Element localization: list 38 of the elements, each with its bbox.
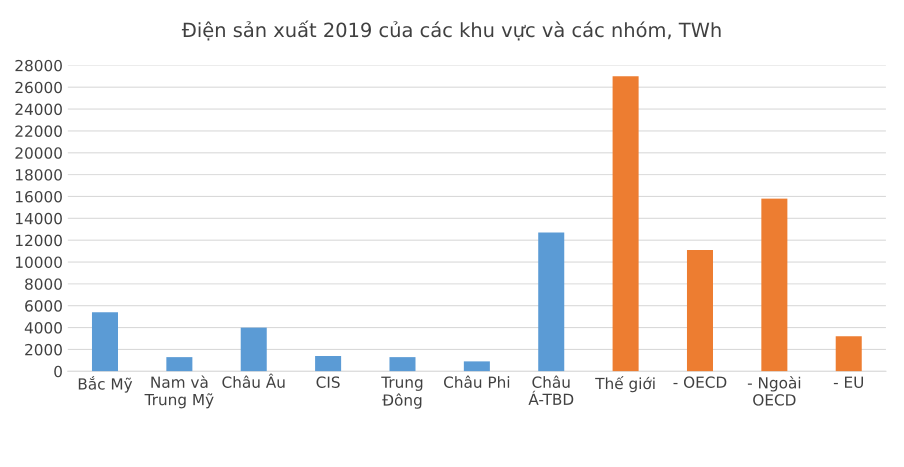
bar — [612, 76, 639, 372]
y-tick-label: 10000 — [16, 256, 62, 268]
x-tick-label: - EU — [834, 376, 864, 388]
bar — [92, 312, 118, 372]
y-tick-label: 4000 — [24, 322, 62, 334]
x-tick-label: Thế giới — [595, 376, 655, 392]
bar — [240, 328, 267, 372]
bar — [761, 198, 788, 372]
y-tick-label: 16000 — [16, 190, 62, 202]
x-tick-label: CIS — [316, 376, 340, 388]
bar — [464, 361, 490, 372]
bar — [315, 356, 342, 372]
bar — [686, 250, 713, 372]
y-tick-label: 2000 — [25, 344, 62, 356]
y-tick-label: 8000 — [25, 278, 62, 290]
y-tick-label: 24000 — [15, 104, 62, 116]
bar — [538, 232, 564, 372]
x-tick-label: Châu Âu — [222, 374, 285, 388]
y-tick-label: 26000 — [15, 82, 62, 94]
x-tick-label: Nam và Trung Mỹ — [144, 376, 214, 408]
y-tick-label: 0 — [54, 366, 62, 378]
x-tick-label: - OECD — [673, 376, 726, 388]
y-tick-label: 12000 — [16, 234, 62, 246]
chart-title: Điện sản xuất 2019 của các khu vực và các nhóm, TWh — [182, 20, 721, 41]
x-tick-label: - Ngoài OECD — [748, 376, 800, 406]
x-tick-label: Châu Á-TBD — [528, 376, 574, 405]
x-tick-label: Bắc Mỹ — [78, 376, 132, 393]
y-tick-label: 20000 — [15, 147, 62, 159]
x-tick-label: Trung Đông — [381, 376, 422, 409]
y-tick-label: 18000 — [16, 169, 62, 181]
x-tick-label: Châu Phi — [444, 376, 510, 388]
bar — [389, 357, 416, 372]
y-tick-label: 22000 — [15, 125, 62, 137]
y-tick-label: 6000 — [25, 300, 62, 312]
y-tick-label: 14000 — [16, 212, 62, 224]
y-tick-label: 28000 — [15, 60, 62, 72]
bar — [836, 336, 862, 372]
bar — [166, 357, 192, 372]
